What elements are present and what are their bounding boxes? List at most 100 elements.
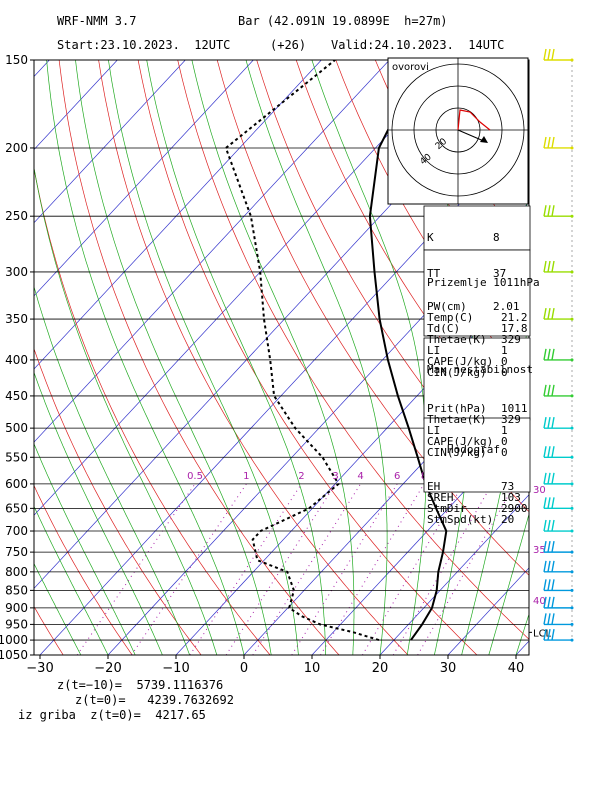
max-instability-title: Max nestabilnost [427, 363, 533, 376]
hodograf-row-value: 20 [501, 513, 515, 526]
hodograf-row-label: EH [427, 480, 441, 493]
moist-adiabat [46, 60, 245, 655]
pressure-tick-label: 950 [5, 617, 28, 631]
pw-value: 2.01 [493, 300, 520, 313]
wind-barb [543, 560, 574, 574]
surface-row: CIN(J/kg) 0 [427, 367, 540, 378]
pressure-tick-label: 400 [5, 353, 28, 367]
mixing-ratio-label: 1 [243, 471, 249, 482]
tt-value: 37 [493, 267, 507, 280]
pressure-tick-label: 300 [5, 265, 28, 279]
maxinst-row-label: LI [427, 424, 441, 437]
maxinst-row-label: CAPE(J/kg) [427, 435, 494, 448]
isotherm [34, 60, 254, 297]
dry-adiabat [573, 60, 600, 655]
maxinst-row: CIN(J/kg) 0 [427, 447, 533, 458]
isotherm [107, 201, 529, 655]
info-panel-frame [423, 337, 531, 421]
isotherm [584, 60, 600, 655]
max-instability-panel: Max nestabilnost Prit(hPa) 1011 Thetae(K) 3… [427, 342, 533, 469]
hodograf-row: StmSpd(kt) 20 [427, 514, 528, 525]
wind-barb [543, 384, 574, 398]
right-axis-label: 35 [533, 545, 546, 556]
surface-row: LI 1 [427, 345, 540, 356]
start-time: Start:23.10.2023. 12UTC [57, 38, 231, 52]
surface-row-value: 329 [501, 333, 521, 346]
surface-row-value: 21.2 [501, 311, 528, 324]
indices-panel: K 8 TT 37 PW(cm) 2.01 [427, 210, 520, 323]
mixing-ratio-label: 3 [332, 471, 338, 482]
maxinst-row-label: Prit(hPa) [427, 402, 487, 415]
mixing-ratio-line [291, 483, 398, 655]
wind-barb [543, 417, 574, 430]
pressure-tick-label: 350 [5, 312, 28, 326]
isotherm [34, 60, 458, 516]
pressure-tick-label: 200 [5, 141, 28, 155]
surface-row-label: CIN(J/kg) [427, 366, 487, 379]
pressure-tick-label: 150 [5, 53, 28, 67]
wind-barb [543, 136, 574, 150]
moist-adiabat [146, 60, 326, 655]
dry-adiabat [34, 166, 271, 655]
k-label: K [427, 231, 434, 244]
wind-barb [543, 260, 574, 274]
surface-row: Temp(C) 21.2 [427, 312, 540, 323]
pressure-tick-label: 1050 [0, 648, 28, 662]
temperature-tick-label: 40 [508, 661, 525, 676]
wind-barb [543, 307, 574, 321]
pressure-tick-label: 250 [5, 209, 28, 223]
lead-time: (+26) [270, 38, 307, 52]
dry-adiabat [58, 60, 340, 655]
dewpoint-profile [224, 60, 380, 642]
dry-adiabat [533, 60, 600, 655]
wind-barb [543, 519, 574, 533]
k-value: 8 [493, 231, 500, 244]
maxinst-row-value: 329 [501, 413, 521, 426]
hodograf-row: StmDir 2900 [427, 503, 528, 514]
isotherm [311, 421, 529, 655]
model-title: WRF-NMM 3.7 [57, 14, 137, 28]
right-axis-label: LCL [533, 628, 552, 639]
dry-adiabat [34, 347, 202, 655]
temperature-tick-label: 10 [304, 661, 321, 676]
temperature-tick-label: −10 [162, 661, 189, 676]
footer-line-3: iz griba z(t=0)= 4217.65 [18, 708, 206, 722]
hodograf-row-value: 103 [501, 491, 521, 504]
surface-row-label: LI [427, 344, 441, 357]
pressure-tick-label: 850 [5, 583, 28, 597]
storm-motion-arrow [480, 136, 488, 143]
mixing-ratio-line [361, 483, 464, 655]
wind-barb [543, 205, 574, 218]
mixing-ratio-label: 2 [298, 471, 304, 482]
mixing-ratio-line [189, 483, 302, 655]
wind-barb [543, 48, 574, 62]
hodograf-row-label: StmSpd(kt) [427, 513, 494, 526]
surface-row-value: 0 [501, 366, 508, 379]
maxinst-row: LI 1 [427, 425, 533, 436]
pressure-tick-label: 550 [5, 450, 28, 464]
moist-adiabat [191, 60, 355, 655]
surface-row-label: Thetae(K) [427, 333, 487, 346]
hodograph-title: ovorovi [392, 62, 429, 73]
pressure-tick-label: 600 [5, 477, 28, 491]
wind-barb [543, 596, 574, 610]
surface-row: CAPE(J/kg) 0 [427, 356, 540, 367]
maxinst-row-label: Thetae(K) [427, 413, 487, 426]
wind-barb [543, 446, 574, 459]
tt-label: TT [427, 267, 441, 280]
hodograf-row-label: SREH [427, 491, 454, 504]
surface-row-label: Td(C) [427, 322, 461, 335]
wind-barb [543, 628, 574, 642]
surface-row-value: 1 [501, 344, 508, 357]
maxinst-row-label: CIN(J/kg) [427, 446, 487, 459]
surface-row-value: 17.8 [501, 322, 528, 335]
mixing-ratio-label: 0.5 [187, 471, 203, 482]
hodograf-row-value: 2900 [501, 502, 528, 515]
maxinst-row: CAPE(J/kg) 0 [427, 436, 533, 447]
moist-adiabat [34, 285, 190, 655]
hodograf-row: EH 73 [427, 481, 528, 492]
hodograf-row-value: 73 [501, 480, 515, 493]
temperature-tick-label: 30 [440, 661, 457, 676]
valid-time: Valid:24.10.2023. 14UTC [331, 38, 505, 52]
